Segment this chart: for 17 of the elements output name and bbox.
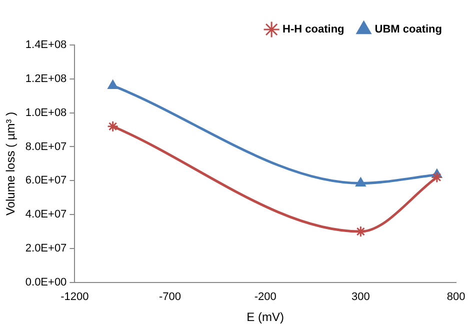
y-axis-title: Volume loss ( µm³ ) <box>4 112 18 216</box>
legend-label: UBM coating <box>374 24 442 36</box>
x-tick-label: 800 <box>446 291 466 304</box>
x-tick-label: -200 <box>254 291 276 304</box>
x-tick-label: 300 <box>351 291 370 304</box>
y-tick-label: 6.0E+07 <box>25 174 67 187</box>
y-tick-label: 1.0E+08 <box>25 106 67 119</box>
y-tick-label: 4.0E+07 <box>25 208 67 221</box>
y-tick-label: 1.4E+08 <box>25 39 67 52</box>
y-tick-label: 2.0E+07 <box>25 242 67 255</box>
x-tick-label: -1200 <box>60 291 89 304</box>
y-tick-label: 0.0E+00 <box>25 276 67 288</box>
x-axis-title: E (mV) <box>246 310 284 324</box>
legend-label: H-H coating <box>282 24 344 36</box>
y-tick-label: 8.0E+07 <box>25 140 67 153</box>
y-tick-label: 1.2E+08 <box>25 72 67 85</box>
x-tick-label: -700 <box>159 291 182 304</box>
